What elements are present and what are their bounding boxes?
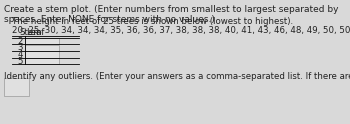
Text: 20, 25, 30, 34, 34, 34, 35, 36, 36, 37, 38, 38, 38, 40, 41, 43, 46, 48, 49, 50, : 20, 25, 30, 34, 34, 34, 35, 36, 36, 37, … [12, 26, 350, 35]
FancyBboxPatch shape [26, 45, 59, 51]
Text: Stem: Stem [19, 28, 42, 37]
FancyBboxPatch shape [26, 51, 59, 58]
Text: Create a stem plot. (Enter numbers from smallest to largest separated by spaces.: Create a stem plot. (Enter numbers from … [5, 5, 339, 24]
FancyBboxPatch shape [5, 78, 29, 96]
Text: The height in feet of 25 trees is shown below (lowest to highest).: The height in feet of 25 trees is shown … [12, 16, 293, 26]
FancyBboxPatch shape [26, 38, 59, 44]
Text: Leaf: Leaf [26, 28, 44, 37]
FancyBboxPatch shape [26, 58, 59, 64]
Text: 5: 5 [18, 57, 23, 66]
Text: 3: 3 [18, 43, 23, 52]
Text: Identify any outliers. (Enter your answers as a comma-separated list. If there a: Identify any outliers. (Enter your answe… [5, 72, 350, 81]
Text: 4: 4 [18, 50, 23, 59]
Text: 2: 2 [18, 37, 23, 46]
